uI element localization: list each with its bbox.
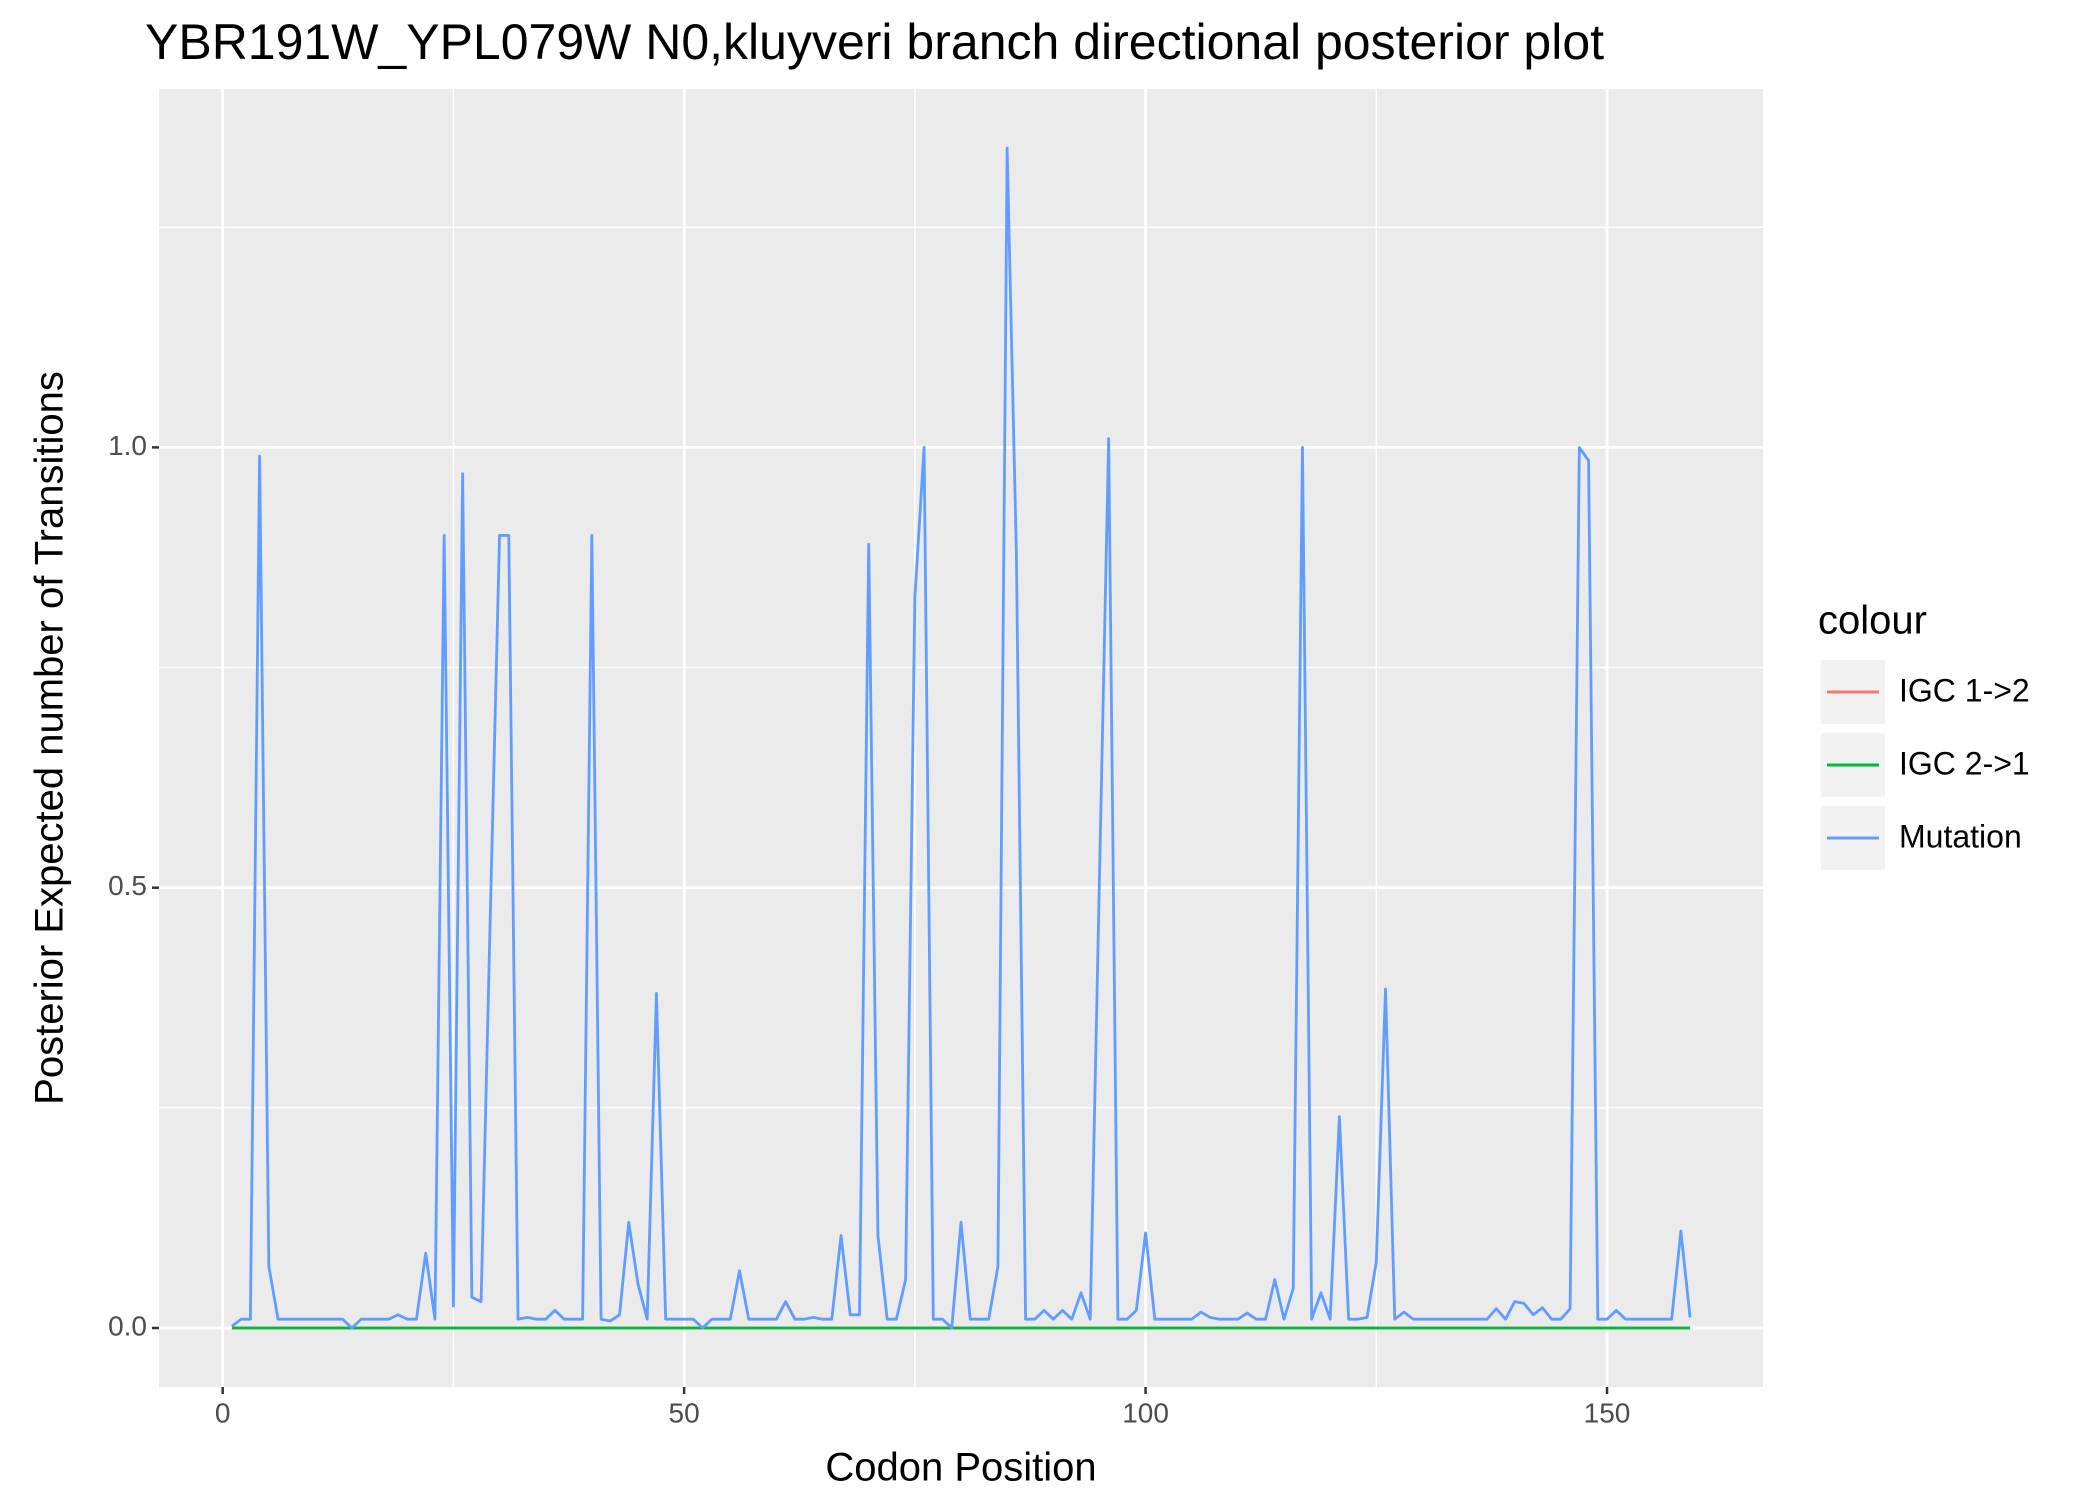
y-tick-label: 0.0 [108, 1310, 147, 1341]
panel [159, 89, 1763, 1387]
x-axis-title: Codon Position [825, 1446, 1096, 1490]
x-tick-label: 0 [215, 1397, 231, 1428]
legend-label: IGC 1->2 [1899, 672, 2030, 708]
x-tick-label: 50 [669, 1397, 700, 1428]
x-tick-label: 150 [1584, 1397, 1631, 1428]
lines [231, 146, 1692, 1330]
legend-label: Mutation [1899, 818, 2022, 854]
chart-title: YBR191W_YPL079W N0,kluyveri branch direc… [145, 14, 1604, 70]
legend: IGC 1->2 IGC 2->1 Mutation [1821, 660, 2030, 870]
legend-label: IGC 2->1 [1899, 745, 2030, 781]
legend-title: colour [1818, 599, 1927, 643]
y-tick-label: 0.5 [108, 870, 147, 901]
x-tick-label: 100 [1122, 1397, 1169, 1428]
data-line [231, 146, 1692, 1330]
y-axis-title: Posterior Expected number of Transitions [28, 371, 72, 1105]
y-tick-label: 1.0 [108, 430, 147, 461]
